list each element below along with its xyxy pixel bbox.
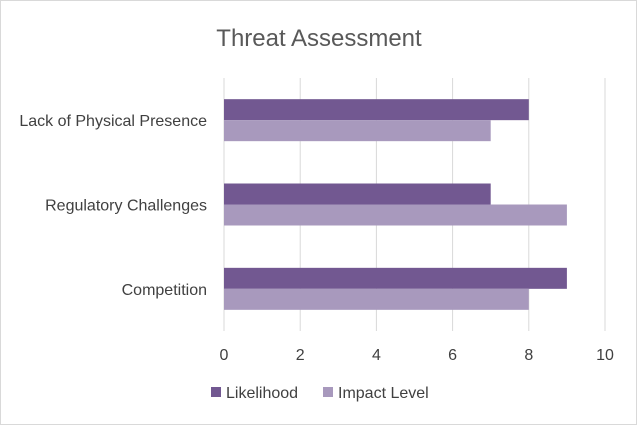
bar-likelihood (224, 99, 529, 121)
bar-impact-level (224, 120, 491, 142)
x-tick-labels: 0 2 4 6 8 10 (220, 347, 614, 364)
x-tick-label: 8 (524, 347, 533, 364)
category-label: Regulatory Challenges (45, 198, 207, 215)
legend: Likelihood Impact Level (211, 385, 429, 402)
x-tick-label: 6 (448, 347, 457, 364)
x-tick-label: 0 (220, 347, 229, 364)
x-tick-label: 4 (372, 347, 381, 364)
category-label: Competition (122, 282, 207, 299)
legend-label: Impact Level (338, 385, 429, 402)
category-label: Lack of Physical Presence (19, 113, 207, 130)
legend-swatch (323, 387, 333, 397)
bars (224, 99, 567, 310)
x-tick-label: 10 (596, 347, 614, 364)
legend-swatch (211, 387, 221, 397)
x-tick-label: 2 (296, 347, 305, 364)
bar-impact-level (224, 288, 529, 310)
legend-label: Likelihood (226, 385, 298, 402)
bar-likelihood (224, 267, 567, 289)
category-labels: Lack of Physical Presence Regulatory Chal… (19, 113, 207, 299)
bar-impact-level (224, 204, 567, 226)
bar-likelihood (224, 183, 491, 205)
chart-title: Threat Assessment (216, 25, 422, 52)
